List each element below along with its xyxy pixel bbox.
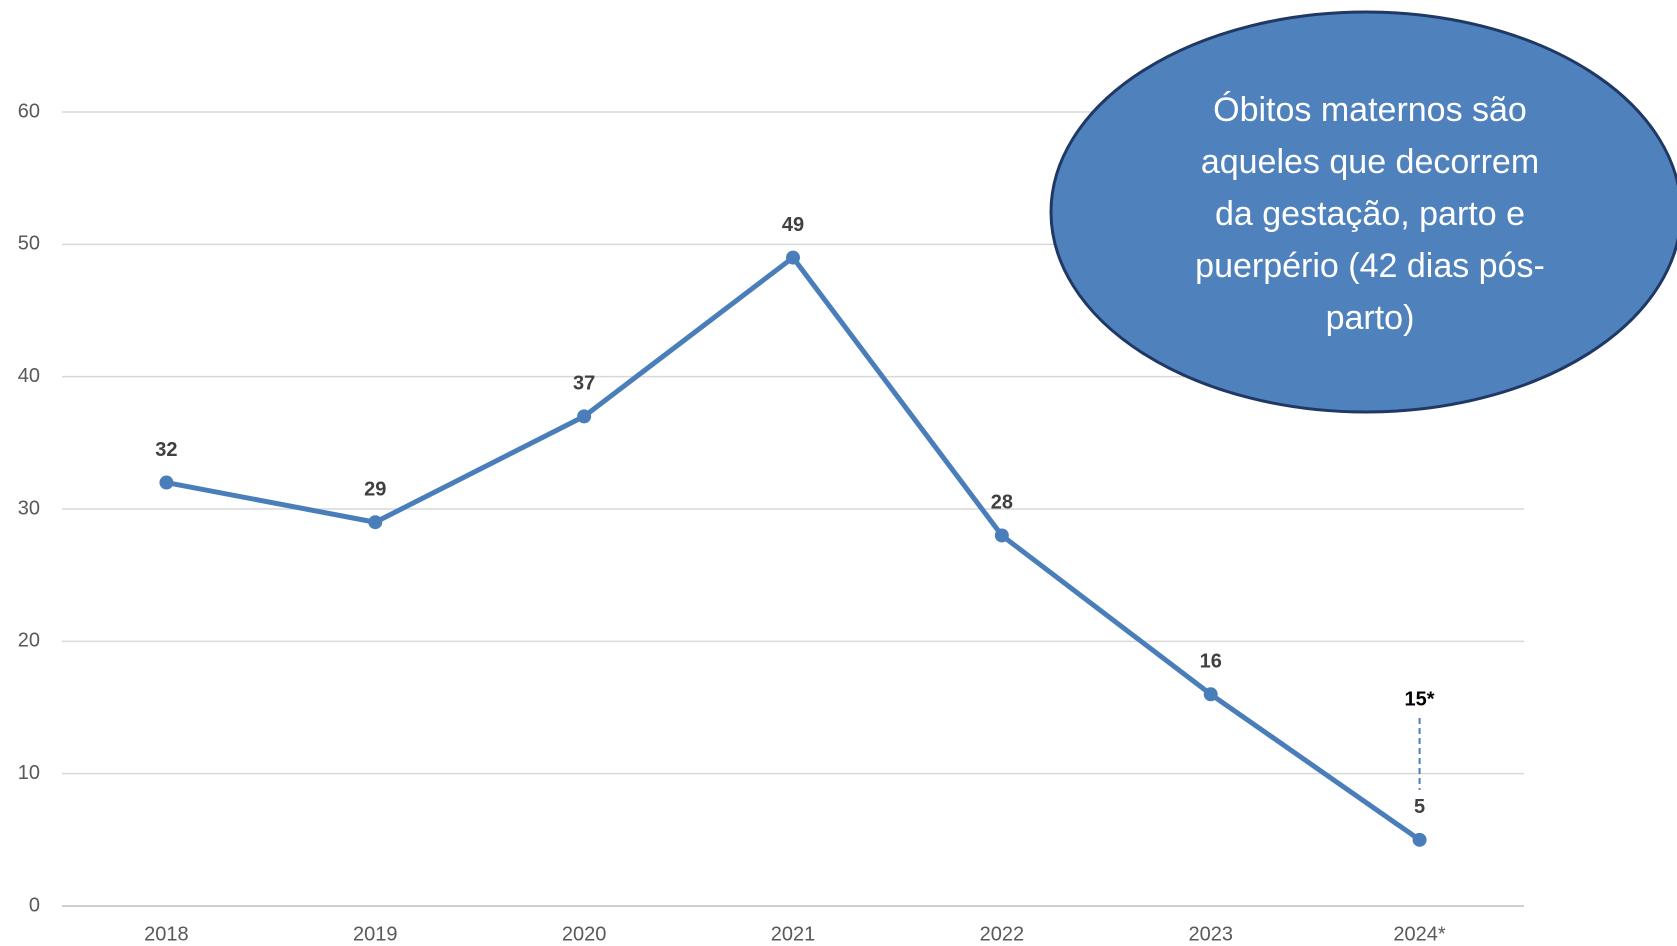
y-tick-label: 40 bbox=[18, 365, 40, 387]
callout-text: Óbitos maternos são bbox=[1213, 91, 1527, 129]
data-label: 37 bbox=[573, 373, 595, 395]
x-tick-label: 2023 bbox=[1188, 923, 1233, 945]
x-tick-label: 2024* bbox=[1393, 923, 1445, 945]
callout-text: da gestação, parto e bbox=[1215, 195, 1525, 233]
data-label: 29 bbox=[364, 479, 386, 501]
y-tick-label: 0 bbox=[29, 894, 40, 916]
point bbox=[368, 515, 383, 530]
callout-text: puerpério (42 dias pós- bbox=[1195, 247, 1545, 285]
callout bbox=[1049, 10, 1677, 414]
x-tick-label: 2022 bbox=[980, 923, 1025, 945]
data-label: 5 bbox=[1414, 796, 1425, 818]
data-label: 16 bbox=[1200, 651, 1222, 673]
point bbox=[994, 528, 1009, 543]
y-tick-label: 50 bbox=[18, 233, 40, 255]
data-label: 49 bbox=[782, 214, 804, 236]
data-label: 28 bbox=[991, 492, 1013, 514]
point bbox=[159, 475, 174, 490]
x-tick-label: 2020 bbox=[562, 923, 607, 945]
annotation: 15* bbox=[1405, 688, 1435, 710]
callout-text: parto) bbox=[1326, 299, 1415, 337]
y-tick-label: 20 bbox=[18, 630, 40, 652]
callout-text: aqueles que decorrem bbox=[1201, 143, 1539, 181]
data-label: 32 bbox=[155, 439, 177, 461]
x-tick-label: 2018 bbox=[144, 923, 189, 945]
x-tick-label: 2021 bbox=[771, 923, 816, 945]
point bbox=[786, 250, 800, 265]
point bbox=[1412, 832, 1427, 847]
point bbox=[1203, 687, 1218, 702]
x-tick-label: 2019 bbox=[353, 923, 398, 945]
y-tick-label: 10 bbox=[18, 762, 40, 784]
y-tick-label: 30 bbox=[18, 497, 40, 519]
y-tick-label: 60 bbox=[18, 100, 40, 122]
point bbox=[577, 409, 592, 424]
